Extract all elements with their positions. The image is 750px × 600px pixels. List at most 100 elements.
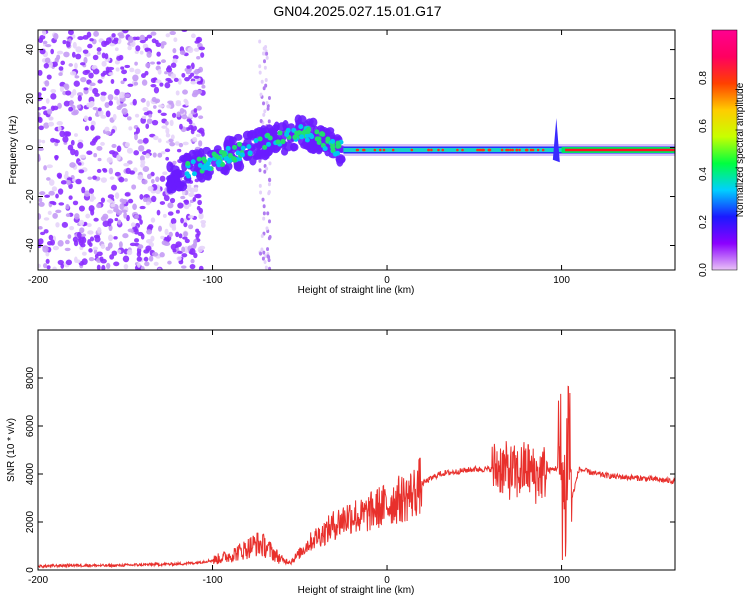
noise-blob	[46, 108, 53, 115]
noise-blob	[72, 41, 77, 49]
noise-blob	[188, 224, 194, 230]
noise-blob	[263, 109, 267, 114]
noise-blob	[100, 258, 107, 264]
noise-blob	[39, 191, 46, 196]
noise-blob	[161, 240, 168, 246]
noise-blob	[164, 71, 168, 75]
snr-y-axis-label: SNR (10 * v/v)	[6, 418, 17, 482]
noise-blob	[43, 63, 49, 69]
noise-blob	[190, 33, 196, 39]
tone-peak-dot	[382, 148, 386, 152]
noise-blob	[83, 87, 89, 91]
noise-blob	[77, 92, 84, 97]
noise-blob	[262, 86, 266, 91]
y-tick-label: 0	[25, 144, 36, 150]
noise-blob	[38, 213, 42, 220]
noise-blob	[72, 89, 77, 96]
noise-blob	[87, 176, 93, 180]
track-core-blob	[308, 132, 314, 138]
noise-blob	[54, 155, 59, 161]
noise-blob	[45, 43, 52, 48]
noise-blob	[153, 86, 160, 94]
noise-blob	[106, 199, 113, 203]
track-core-blob	[190, 159, 196, 165]
noise-blob	[134, 214, 139, 220]
track-core-blob	[240, 145, 246, 151]
track-blob	[335, 154, 346, 164]
noise-blob	[157, 152, 163, 158]
noise-blob	[186, 186, 192, 192]
noise-blob	[160, 235, 165, 240]
noise-blob	[196, 56, 201, 60]
noise-blob	[190, 258, 195, 264]
noise-blob	[94, 236, 101, 243]
noise-blob	[194, 40, 200, 44]
chart-title: GN04.2025.027.15.01.G17	[273, 3, 442, 19]
noise-blob	[48, 234, 54, 241]
noise-blob	[134, 61, 138, 66]
noise-blob	[80, 62, 86, 66]
noise-blob	[181, 253, 188, 258]
noise-blob	[262, 112, 266, 117]
noise-blob	[69, 71, 77, 76]
noise-blob	[164, 120, 169, 126]
noise-blob	[126, 249, 133, 256]
noise-blob	[176, 111, 181, 118]
noise-blob	[108, 150, 116, 155]
noise-blob	[38, 238, 44, 245]
noise-blob	[112, 113, 117, 121]
noise-blob	[44, 80, 50, 87]
noise-blob	[38, 117, 43, 123]
noise-blob	[63, 83, 69, 89]
snr-y-ticks: 0 2000 4000 6000 8000	[25, 366, 675, 573]
noise-blob	[100, 197, 106, 203]
noise-blob	[189, 263, 196, 270]
noise-blob	[175, 209, 180, 214]
noise-blob	[137, 231, 144, 237]
noise-blob	[123, 263, 129, 270]
spectrogram-x-axis-label: Height of straight line (km)	[298, 285, 415, 296]
noise-blob	[198, 265, 204, 270]
noise-blob	[121, 107, 128, 115]
noise-blob	[45, 98, 50, 104]
noise-blob	[115, 67, 120, 72]
noise-blob	[182, 89, 188, 95]
noise-blob	[101, 264, 106, 270]
noise-blob	[159, 252, 165, 258]
noise-blob	[193, 47, 200, 52]
track-core-blob	[277, 130, 283, 136]
noise-blob	[148, 255, 154, 262]
track-core-blob	[220, 161, 226, 167]
noise-blob	[62, 135, 69, 143]
x-tick-label: -100	[203, 275, 223, 286]
noise-blob	[193, 252, 198, 259]
noise-blob	[57, 188, 64, 195]
noise-blob	[156, 209, 161, 216]
noise-blob	[92, 68, 100, 75]
noise-blob	[81, 233, 87, 237]
noise-blob	[139, 205, 146, 210]
noise-blob	[119, 198, 125, 203]
noise-blob	[53, 33, 59, 40]
noise-blob	[182, 141, 189, 146]
noise-blob	[78, 205, 85, 212]
x-tick-label: 0	[384, 575, 390, 586]
noise-blob	[38, 69, 43, 76]
noise-blob	[175, 101, 182, 107]
noise-blob	[178, 142, 184, 148]
noise-blob	[87, 230, 94, 235]
noise-blob	[65, 259, 73, 266]
noise-blob	[150, 31, 157, 36]
noise-blob	[56, 121, 63, 126]
noise-blob	[111, 184, 117, 191]
noise-blob	[89, 197, 94, 202]
track-core-blob	[275, 139, 281, 145]
noise-blob	[88, 248, 93, 253]
noise-blob	[181, 30, 188, 33]
track-core-blob	[232, 144, 238, 150]
noise-blob	[97, 79, 103, 84]
noise-blob	[156, 51, 161, 57]
noise-blob	[96, 264, 101, 270]
noise-blob	[196, 205, 201, 211]
